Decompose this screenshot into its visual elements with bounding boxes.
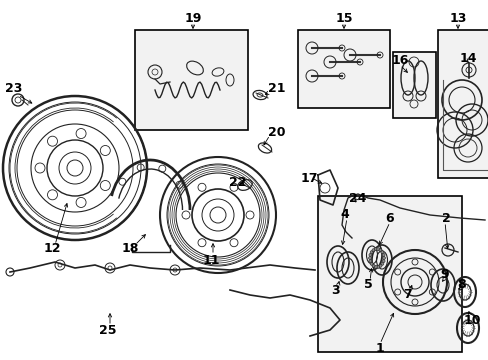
Circle shape bbox=[368, 253, 371, 256]
Text: 8: 8 bbox=[457, 279, 466, 292]
Circle shape bbox=[373, 265, 377, 268]
Text: 9: 9 bbox=[440, 269, 448, 282]
Circle shape bbox=[371, 249, 374, 252]
Bar bbox=[437, 30, 488, 178]
Text: 6: 6 bbox=[385, 211, 393, 225]
Bar bbox=[135, 30, 247, 130]
Text: 20: 20 bbox=[268, 126, 285, 139]
Bar bbox=[317, 196, 461, 352]
Text: 16: 16 bbox=[390, 54, 408, 67]
Text: 1: 1 bbox=[375, 342, 384, 355]
Text: 7: 7 bbox=[403, 288, 411, 302]
Text: 24: 24 bbox=[348, 192, 366, 204]
Text: 13: 13 bbox=[448, 12, 466, 24]
Text: 18: 18 bbox=[121, 242, 139, 255]
Text: 23: 23 bbox=[5, 81, 22, 94]
Bar bbox=[297, 30, 389, 108]
Circle shape bbox=[369, 262, 372, 265]
Text: 12: 12 bbox=[43, 242, 61, 255]
Text: 14: 14 bbox=[458, 51, 476, 64]
Circle shape bbox=[368, 260, 371, 262]
Circle shape bbox=[380, 251, 383, 254]
Text: 21: 21 bbox=[268, 81, 285, 94]
Text: 2: 2 bbox=[441, 211, 449, 225]
Circle shape bbox=[378, 264, 381, 267]
Circle shape bbox=[381, 253, 384, 256]
Text: 17: 17 bbox=[300, 171, 317, 184]
Text: 5: 5 bbox=[363, 279, 372, 292]
Circle shape bbox=[378, 249, 381, 252]
Bar bbox=[392, 52, 435, 118]
Text: 19: 19 bbox=[184, 12, 201, 24]
Circle shape bbox=[380, 262, 383, 265]
Circle shape bbox=[376, 265, 379, 268]
Circle shape bbox=[381, 260, 384, 262]
Circle shape bbox=[368, 256, 371, 260]
Circle shape bbox=[371, 264, 374, 267]
Text: 22: 22 bbox=[229, 175, 246, 189]
Text: 4: 4 bbox=[340, 208, 348, 221]
Text: 15: 15 bbox=[335, 12, 352, 24]
Circle shape bbox=[376, 248, 379, 251]
Text: 25: 25 bbox=[99, 324, 117, 337]
Circle shape bbox=[373, 248, 377, 251]
Circle shape bbox=[369, 251, 372, 254]
Text: 10: 10 bbox=[462, 314, 480, 327]
Text: 11: 11 bbox=[202, 253, 219, 266]
Text: 3: 3 bbox=[330, 284, 339, 297]
Circle shape bbox=[382, 256, 385, 260]
